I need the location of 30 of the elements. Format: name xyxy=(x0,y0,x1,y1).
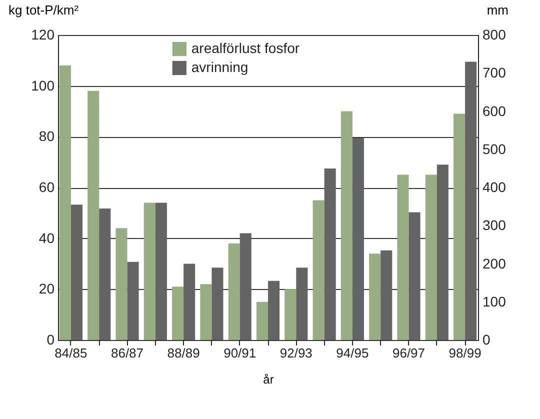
y-tick-label: 0 xyxy=(46,332,55,348)
y-tick-label: 80 xyxy=(38,128,55,144)
legend-label: arealförlust fosfor xyxy=(191,40,300,56)
y2-tick-label: 200 xyxy=(482,255,506,272)
y-tick-label: 60 xyxy=(38,179,55,195)
y2-tick-label: 400 xyxy=(482,179,506,195)
y-tick-label: 40 xyxy=(38,230,55,246)
y2-tick-label: 500 xyxy=(482,140,506,157)
y2-tick-label: 600 xyxy=(482,102,506,119)
x-tick-label: 86/87 xyxy=(110,346,144,360)
x-tick-label: 96/97 xyxy=(392,346,426,360)
y2-tick-label: 100 xyxy=(482,293,506,310)
x-axis-title: år xyxy=(263,372,274,386)
y2-tick-label: 300 xyxy=(482,217,506,234)
x-tick-label: 92/93 xyxy=(280,346,312,360)
x-tick-label: 90/91 xyxy=(224,346,256,360)
y-tick-label: 120 xyxy=(31,26,55,42)
x-tick-label: 84/85 xyxy=(54,346,88,360)
x-tick-label: 98/99 xyxy=(448,346,482,360)
y2-tick-label: 800 xyxy=(482,26,506,42)
x-tick-label: 88/89 xyxy=(167,346,200,360)
y-tick-label: 20 xyxy=(38,280,55,297)
y-tick-label: 100 xyxy=(31,77,55,94)
y2-tick-label: 0 xyxy=(482,332,490,348)
legend-label: avrinning xyxy=(191,59,248,75)
y-axis-title: kg tot-P/km² xyxy=(8,2,80,18)
y2-tick-label: 700 xyxy=(482,64,506,81)
x-tick-label: 94/95 xyxy=(336,346,369,360)
y2-axis-title: mm xyxy=(486,2,508,18)
bar xyxy=(59,66,71,340)
